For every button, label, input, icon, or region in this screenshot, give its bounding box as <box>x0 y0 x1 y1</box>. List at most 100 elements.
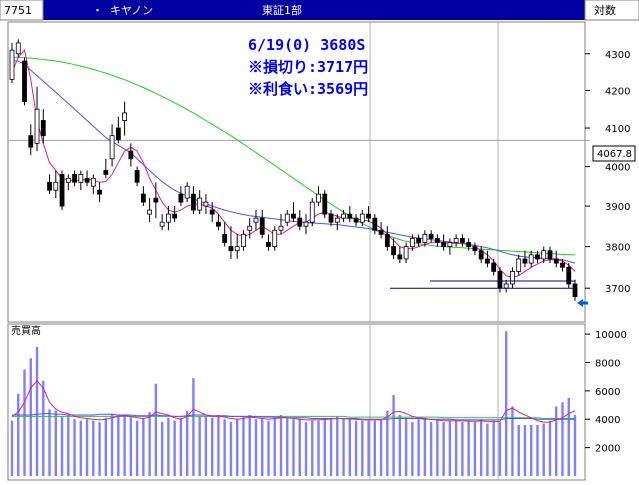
volume-bar <box>42 380 45 476</box>
volume-tick-label: 8000 <box>595 358 620 369</box>
candle-body <box>347 213 353 219</box>
candlesticks <box>9 39 578 301</box>
volume-bar <box>273 417 276 476</box>
volume-bar <box>210 417 214 476</box>
candle-body <box>259 217 265 235</box>
volume-bar <box>154 383 158 476</box>
volume-bar <box>242 416 245 476</box>
stock-code: 7751 <box>4 4 32 17</box>
volume-bar <box>486 423 489 476</box>
candle-body <box>428 233 434 239</box>
volume-bar <box>261 419 264 476</box>
volume-bar <box>223 419 226 476</box>
candle-body <box>560 262 565 268</box>
volume-bar <box>454 420 458 476</box>
volume-bar <box>492 420 495 476</box>
volume-bar <box>148 412 151 476</box>
candle-body <box>216 221 221 227</box>
candle-body <box>172 213 178 219</box>
volume-bar <box>179 417 183 476</box>
volume-bar <box>236 419 239 476</box>
volume-bar <box>379 419 383 476</box>
candle-body <box>485 258 490 264</box>
volume-bar <box>567 397 570 476</box>
stock-name: キヤノン <box>110 4 153 17</box>
candle-body <box>553 258 559 264</box>
volume-bar <box>135 420 139 476</box>
candle-body <box>272 229 278 247</box>
volume-bar <box>29 358 32 476</box>
support-lines <box>390 280 575 289</box>
volume-bar <box>23 369 26 476</box>
volume-bar <box>404 417 408 476</box>
candle-body <box>22 60 27 103</box>
price-tick-label: 3800 <box>605 243 630 254</box>
volume-bar <box>185 410 189 476</box>
candle-body <box>378 229 384 235</box>
last-price-label: 4067.8 <box>597 149 632 160</box>
candle-body <box>234 246 240 252</box>
volume-bar <box>361 420 364 476</box>
candle-body <box>247 225 253 231</box>
candle-body <box>209 209 215 215</box>
candle-body <box>397 254 403 260</box>
volume-bar <box>523 424 527 476</box>
scale-toggle[interactable] <box>584 0 639 21</box>
volume-bar <box>298 419 301 476</box>
candle-body <box>510 271 515 285</box>
volume-bar <box>348 419 351 476</box>
candle-body <box>334 217 340 223</box>
candle-body <box>34 108 40 144</box>
volume-bar <box>67 414 70 476</box>
candle-body <box>284 213 290 223</box>
candle-body <box>40 120 46 137</box>
candle-body <box>47 181 52 191</box>
volume-bar <box>292 419 295 476</box>
volume-bar <box>286 417 289 476</box>
candle-body <box>422 233 428 243</box>
candle-body <box>297 217 303 227</box>
volume-bar <box>398 414 402 476</box>
candle-body <box>165 213 171 223</box>
candle-body <box>547 250 553 260</box>
volume-bar <box>123 414 126 476</box>
candle-body <box>359 213 365 223</box>
volume-bar <box>448 420 452 476</box>
candle-body <box>72 173 77 183</box>
candle-body <box>97 189 102 195</box>
volume-bar <box>160 422 164 476</box>
volume-bar <box>423 417 427 476</box>
candle-body <box>491 262 497 272</box>
price-tick-label: 3900 <box>605 202 630 213</box>
candle-body <box>197 197 203 211</box>
candle-body <box>241 233 246 247</box>
volume-bar <box>60 416 64 476</box>
volume-bar <box>323 419 326 476</box>
volume-bar <box>104 417 108 476</box>
volume-ma-long-line <box>12 415 575 419</box>
volume-bar <box>92 420 95 476</box>
candle-body <box>122 112 127 121</box>
volume-bar <box>555 406 558 476</box>
price-tick-label: 4200 <box>605 86 630 97</box>
volume-bar <box>110 413 114 476</box>
candle-body <box>291 213 296 219</box>
candle-body <box>466 242 472 247</box>
volume-bar <box>173 420 176 476</box>
volume-bar <box>267 420 270 476</box>
candle-body <box>84 177 90 183</box>
candle-body <box>416 238 422 243</box>
stop-loss-annotation: ※損切り:3717円 <box>248 58 368 76</box>
volume-bar <box>117 414 120 476</box>
volume-bar <box>461 422 464 476</box>
candle-body <box>59 173 65 207</box>
volume-axis: 10000 8000 6000 4000 2000 <box>585 330 627 455</box>
volume-bar <box>473 422 477 476</box>
volume-tick-label: 10000 <box>595 330 627 341</box>
candle-body <box>147 209 153 215</box>
volume-bar <box>517 424 520 476</box>
candle-body <box>159 221 165 227</box>
candle-body <box>441 242 447 247</box>
volume-panel-label: 売買高 <box>11 324 41 337</box>
